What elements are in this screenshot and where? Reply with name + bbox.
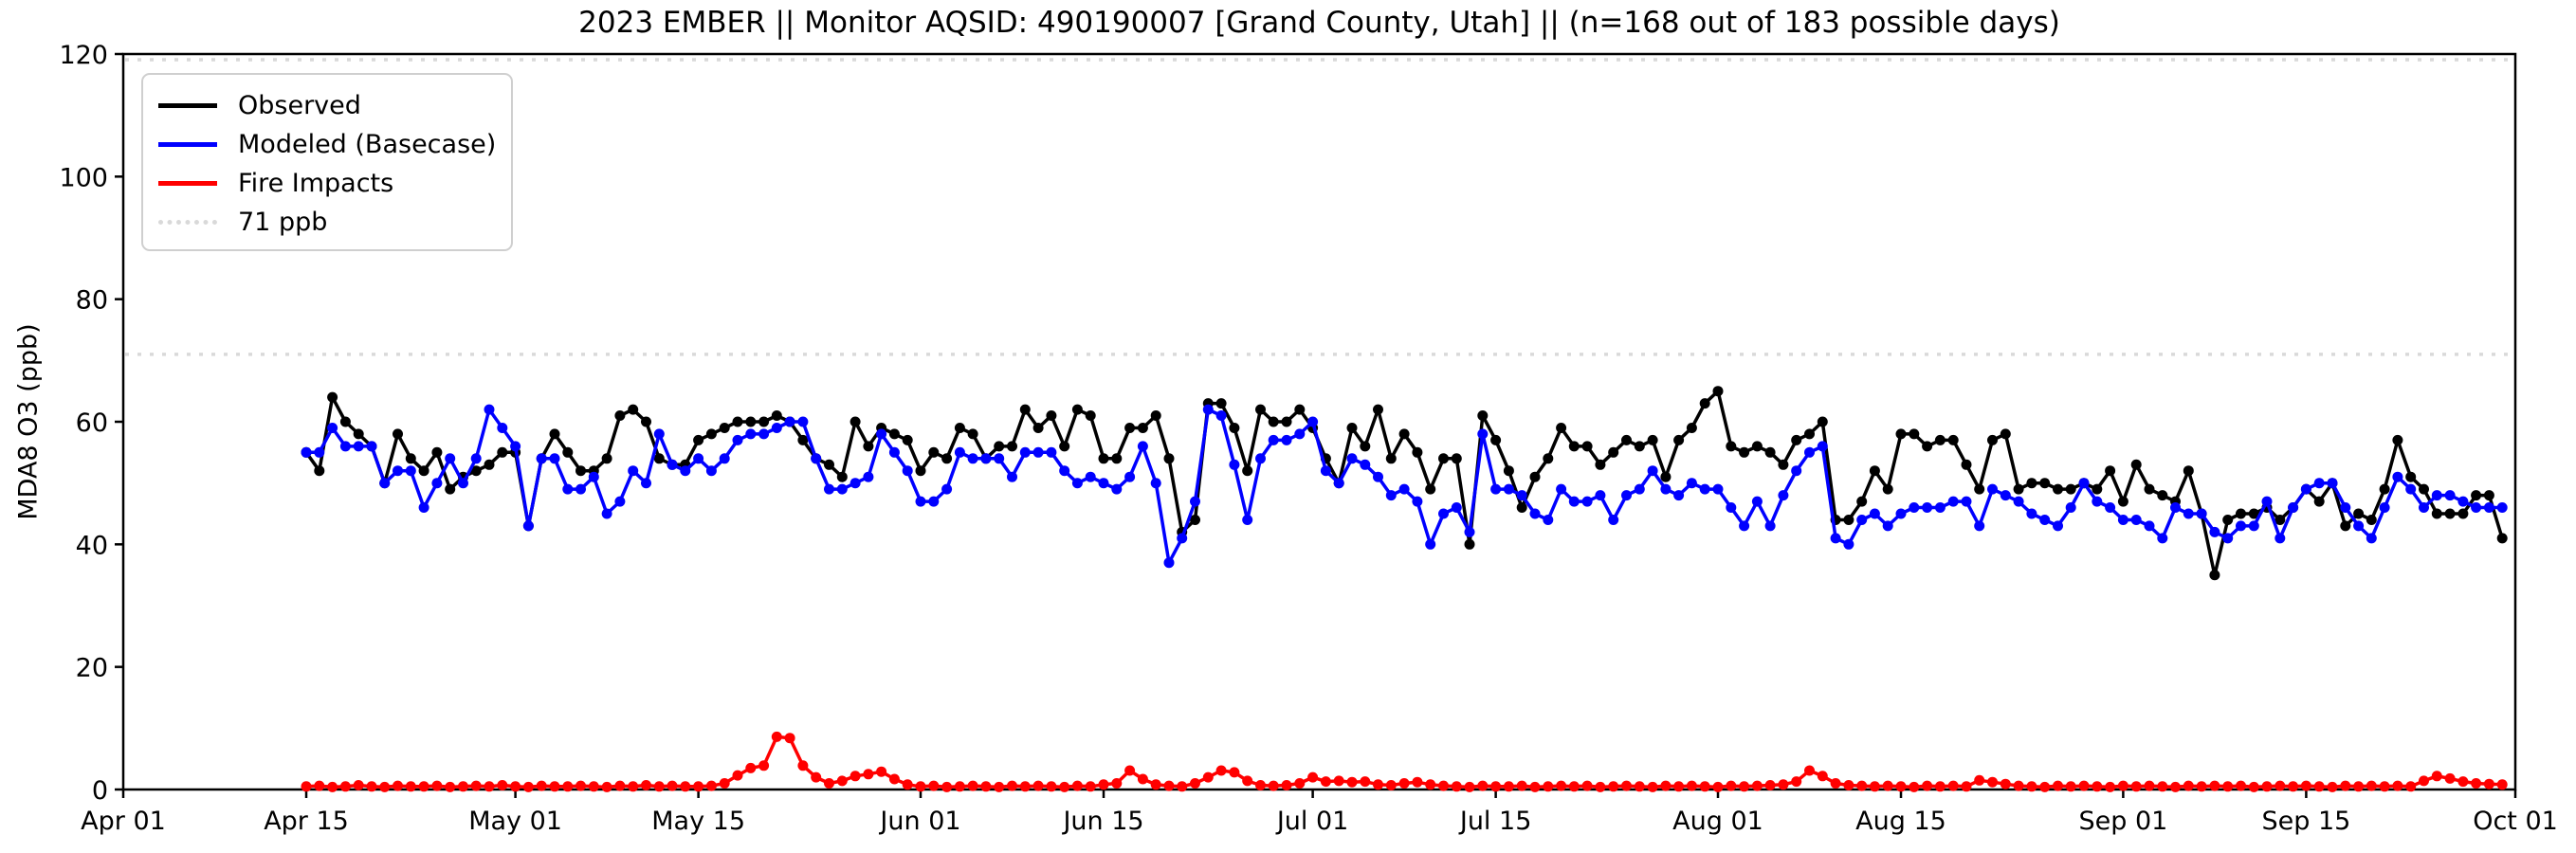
legend-item-71ppb: 71 ppb xyxy=(158,203,511,242)
x-tick-label: Aug 01 xyxy=(1672,807,1763,836)
legend-item-observed: Observed xyxy=(158,86,511,125)
legend-label-modeled: Modeled (Basecase) xyxy=(238,130,497,159)
x-tick-label: Aug 15 xyxy=(1855,807,1946,836)
fire-impacts-line-sample xyxy=(158,181,217,186)
x-tick-label: May 15 xyxy=(651,807,745,836)
x-tick-label: Sep 01 xyxy=(2078,807,2167,836)
legend-label-fire-impacts: Fire Impacts xyxy=(238,169,394,198)
y-tick-label: 120 xyxy=(59,41,108,70)
y-axis-label: MDA8 O3 (ppb) xyxy=(13,323,44,520)
modeled-line-sample xyxy=(158,142,217,147)
x-tick-label: Apr 15 xyxy=(264,807,349,836)
legend-item-modeled: Modeled (Basecase) xyxy=(158,125,511,164)
observed-line xyxy=(304,389,2504,577)
x-tick-label: Apr 01 xyxy=(81,807,166,836)
y-tick-label: 40 xyxy=(76,531,108,560)
y-tick-label: 80 xyxy=(76,286,108,316)
modeled-basecase-series xyxy=(301,404,2508,569)
observed-series xyxy=(301,386,2508,581)
71ppb-dotted-line-sample xyxy=(158,220,217,225)
y-axis-ticks: 0 20 40 60 80 100 120 xyxy=(59,41,123,806)
legend-label-observed: Observed xyxy=(238,91,361,120)
legend-item-fire-impacts: Fire Impacts xyxy=(158,164,511,203)
x-tick-label: Jun 01 xyxy=(878,807,960,836)
x-tick-label: Jul 01 xyxy=(1275,807,1349,836)
x-tick-label: May 01 xyxy=(468,807,562,836)
x-tick-label: Jun 15 xyxy=(1061,807,1143,836)
y-tick-label: 0 xyxy=(92,776,108,806)
legend-label-71ppb: 71 ppb xyxy=(238,208,328,237)
fire-impacts-series xyxy=(301,731,2508,792)
chart-title: 2023 EMBER || Monitor AQSID: 490190007 [… xyxy=(578,6,2060,40)
observed-line-sample xyxy=(158,103,217,108)
y-tick-label: 20 xyxy=(76,654,108,683)
y-tick-label: 100 xyxy=(59,163,108,192)
x-tick-label: Sep 15 xyxy=(2261,807,2350,836)
x-tick-label: Oct 01 xyxy=(2473,807,2558,836)
y-tick-label: 60 xyxy=(76,408,108,438)
x-axis-ticks: Apr 01 Apr 15 May 01 May 15 Jun 01 Jun 15 Jul … xyxy=(81,789,2558,836)
legend: Observed Modeled (Basecase) Fire Impacts… xyxy=(141,73,513,251)
x-tick-label: Jul 15 xyxy=(1458,807,1532,836)
